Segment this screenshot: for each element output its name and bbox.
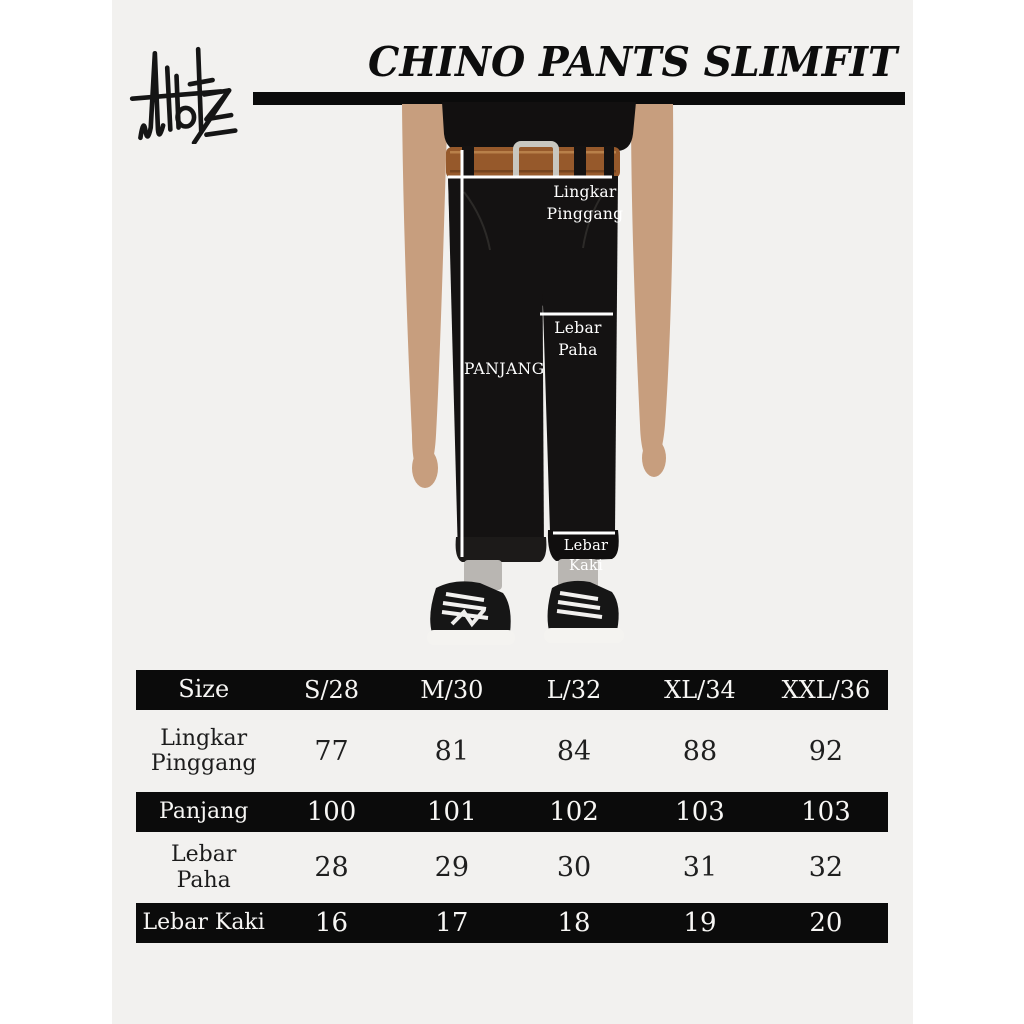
- size-chart-row: Lingkar Pinggang 77 81 84 88 92: [136, 710, 888, 792]
- leg-annotation-line1: Lebar: [563, 538, 609, 554]
- size-chart-row-value: 103: [675, 797, 725, 827]
- model-arms: [402, 104, 674, 488]
- size-chart-row-value: 28: [314, 852, 349, 883]
- measurement-lines: [448, 150, 615, 557]
- size-chart-row: Panjang 100 101 102 103 103: [136, 792, 888, 832]
- size-chart-header-col: XL/34: [664, 676, 736, 704]
- size-chart-row-value: 16: [314, 908, 349, 938]
- size-chart: Size S/28 M/30 L/32 XL/34 XXL/36 Lingkar Ping…: [136, 670, 888, 943]
- model-tshirt: [442, 102, 636, 151]
- leg-annotation: Lebar Kaki: [541, 536, 631, 577]
- size-chart-row-label: Lingkar Pinggang: [150, 725, 257, 776]
- size-chart-row-value: 77: [314, 735, 349, 767]
- size-chart-header-col: S/28: [303, 676, 360, 704]
- size-chart-row-value: 102: [549, 797, 599, 827]
- size-chart-row-value: 84: [556, 735, 592, 767]
- waist-annotation: Lingkar Pinggang: [535, 182, 635, 225]
- size-chart-row: Lebar Paha 28 29 30 31 32: [136, 832, 888, 903]
- page-title: CHINO PANTS SLIMFIT: [367, 38, 897, 86]
- size-chart-header-row: Size S/28 M/30 L/32 XL/34 XXL/36: [136, 670, 888, 710]
- size-chart-row-value: 29: [434, 852, 469, 883]
- size-chart-header-col: M/30: [420, 676, 484, 704]
- leg-annotation-line2: Kaki: [568, 558, 604, 575]
- size-chart-row-label: Lebar Paha: [171, 842, 237, 893]
- size-chart-row-value: 32: [808, 852, 844, 883]
- model-photo: [402, 102, 674, 645]
- size-chart-row-value: 100: [306, 797, 357, 827]
- size-chart-row-value: 17: [435, 908, 469, 938]
- signature-logo-icon: [129, 46, 238, 144]
- shoe-laces-icon: [556, 591, 603, 619]
- size-chart-row-label: Lebar Kaki: [142, 910, 265, 936]
- size-chart-row-value: 92: [808, 735, 844, 767]
- waist-annotation-line2: Pinggang: [546, 204, 624, 223]
- size-chart-row: Lebar Kaki 16 17 18 19 20: [136, 903, 888, 943]
- shoe-stripe-icon: [450, 608, 486, 628]
- size-chart-row-value: 103: [801, 797, 851, 827]
- size-chart-row-value: 30: [556, 852, 592, 883]
- size-chart-row-value: 31: [682, 852, 718, 883]
- size-chart-row-value: 88: [682, 735, 718, 767]
- size-chart-row-value: 19: [683, 908, 717, 938]
- length-annotation: PANJANG: [464, 360, 545, 378]
- model-shoes: [427, 580, 624, 645]
- thigh-annotation: Lebar Paha: [532, 318, 624, 361]
- size-chart-row-value: 81: [434, 735, 469, 767]
- size-chart-row-value: 18: [557, 908, 591, 938]
- size-chart-header-col: L/32: [546, 676, 602, 704]
- waist-annotation-line1: Lingkar: [553, 183, 617, 201]
- size-chart-row-value: 20: [809, 908, 843, 938]
- title-underline: [253, 92, 905, 105]
- thigh-annotation-line2: Paha: [558, 340, 598, 359]
- model-belt: [446, 141, 620, 184]
- size-chart-row-label: Panjang: [159, 799, 249, 825]
- model-pants: [448, 176, 619, 562]
- size-chart-header-label: Size: [178, 675, 230, 704]
- size-chart-header-col: XXL/36: [781, 676, 871, 704]
- thigh-annotation-line1: Lebar: [554, 319, 602, 337]
- size-chart-row-value: 101: [427, 797, 477, 827]
